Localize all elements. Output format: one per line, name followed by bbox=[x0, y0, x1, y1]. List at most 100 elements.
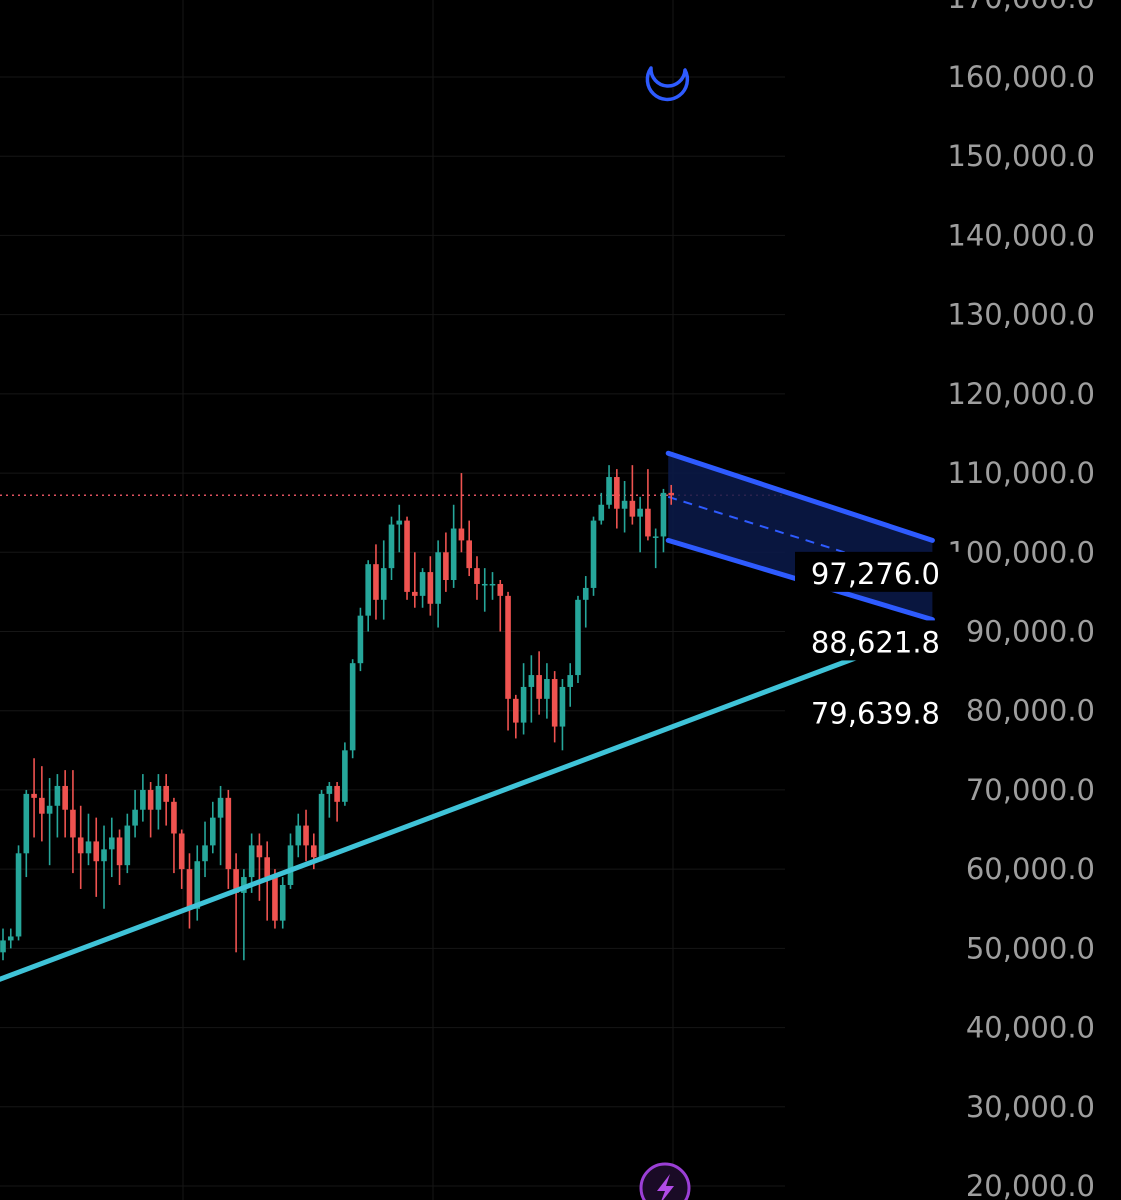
candle-body bbox=[186, 869, 193, 909]
candle bbox=[256, 833, 263, 901]
candle-body bbox=[575, 599, 581, 676]
trendline-layer bbox=[0, 626, 935, 982]
price-label-bg bbox=[795, 620, 965, 661]
candle-body bbox=[606, 477, 612, 505]
y-axis: 20,000.0 30,000.0 40,000.0 50,000.0 60,000.0… bbox=[795, 0, 1095, 1200]
candle bbox=[435, 540, 441, 628]
y-tick-label: 20,000.0 bbox=[966, 1169, 1095, 1200]
candle-body bbox=[637, 508, 643, 517]
candle-body bbox=[178, 833, 185, 870]
candle-body bbox=[155, 785, 162, 810]
candle bbox=[233, 853, 239, 953]
y-tick-label: 50,000.0 bbox=[966, 931, 1095, 965]
support-trendline bbox=[0, 626, 935, 982]
candle-body bbox=[388, 524, 395, 569]
candle bbox=[23, 789, 30, 878]
candle-body bbox=[404, 520, 410, 592]
candle bbox=[116, 829, 123, 885]
overlay-icons bbox=[639, 66, 691, 1200]
candle bbox=[621, 480, 628, 533]
candle-body bbox=[668, 492, 675, 496]
candle-body bbox=[466, 540, 472, 569]
candle bbox=[458, 473, 465, 553]
candle-body bbox=[318, 793, 325, 858]
candle bbox=[373, 544, 379, 620]
candle-body bbox=[256, 845, 263, 858]
candle bbox=[590, 516, 597, 596]
y-tick-label: 150,000.0 bbox=[947, 139, 1095, 173]
parallel-channel bbox=[665, 450, 935, 623]
candle bbox=[396, 504, 403, 553]
candle bbox=[171, 797, 177, 874]
candle bbox=[140, 774, 146, 822]
candle bbox=[15, 845, 22, 941]
candle bbox=[147, 782, 154, 838]
candle bbox=[124, 813, 131, 874]
candle-body bbox=[373, 564, 379, 600]
candle-body bbox=[85, 841, 92, 854]
candle-body bbox=[132, 809, 138, 826]
candle-body bbox=[342, 750, 348, 802]
candle bbox=[551, 671, 558, 743]
candle bbox=[536, 651, 542, 715]
candle bbox=[225, 789, 232, 889]
candle bbox=[54, 774, 61, 838]
candle-body bbox=[443, 552, 449, 581]
candle-body bbox=[427, 572, 434, 604]
candle bbox=[303, 809, 309, 862]
candle-body bbox=[435, 552, 441, 604]
candle bbox=[637, 496, 643, 553]
candle bbox=[202, 821, 208, 878]
y-tick-label: 120,000.0 bbox=[947, 377, 1095, 411]
candle bbox=[178, 829, 185, 889]
candle bbox=[101, 825, 107, 909]
candle-body bbox=[474, 568, 480, 584]
candle-body bbox=[124, 825, 131, 866]
candle bbox=[489, 572, 496, 600]
candle-body bbox=[93, 841, 100, 862]
candle-body bbox=[15, 853, 22, 937]
candle-body bbox=[497, 583, 504, 596]
candle-body bbox=[46, 805, 53, 814]
candle bbox=[474, 556, 480, 600]
candle bbox=[419, 568, 426, 608]
candle-body bbox=[629, 500, 636, 517]
candle bbox=[575, 595, 581, 683]
price-label: 79,639.8 bbox=[811, 697, 940, 731]
candle bbox=[279, 877, 286, 929]
moon-icon[interactable] bbox=[645, 66, 690, 102]
candle bbox=[606, 465, 612, 509]
candle bbox=[62, 770, 68, 838]
y-tick-label: 30,000.0 bbox=[966, 1090, 1095, 1124]
candle-body bbox=[450, 528, 457, 581]
candle bbox=[388, 516, 395, 581]
candle-body bbox=[202, 845, 208, 862]
price-label: 88,621.8 bbox=[811, 625, 940, 659]
candle-body bbox=[520, 686, 527, 723]
candle bbox=[513, 694, 519, 739]
candle bbox=[0, 928, 6, 961]
candle-body bbox=[598, 504, 605, 521]
candle-body bbox=[209, 817, 216, 846]
candle-body bbox=[62, 785, 68, 810]
candle bbox=[614, 469, 620, 529]
channel-fill bbox=[668, 453, 933, 620]
candle bbox=[295, 813, 302, 858]
candle-body bbox=[217, 797, 224, 818]
price-label-bg bbox=[795, 551, 965, 592]
candle-body bbox=[559, 686, 566, 727]
candle bbox=[544, 663, 550, 719]
candle-body bbox=[365, 564, 371, 616]
candle-body bbox=[54, 785, 61, 806]
candle-body bbox=[31, 793, 37, 798]
y-tick-label: 110,000.0 bbox=[947, 456, 1095, 490]
candle bbox=[318, 789, 325, 862]
candle-body bbox=[163, 785, 169, 802]
channel-upper-line bbox=[665, 450, 935, 543]
candle bbox=[497, 580, 504, 632]
lightning-icon[interactable] bbox=[639, 1162, 691, 1200]
candle bbox=[357, 607, 364, 672]
candle bbox=[404, 516, 410, 600]
y-tick-label: 140,000.0 bbox=[947, 218, 1095, 252]
